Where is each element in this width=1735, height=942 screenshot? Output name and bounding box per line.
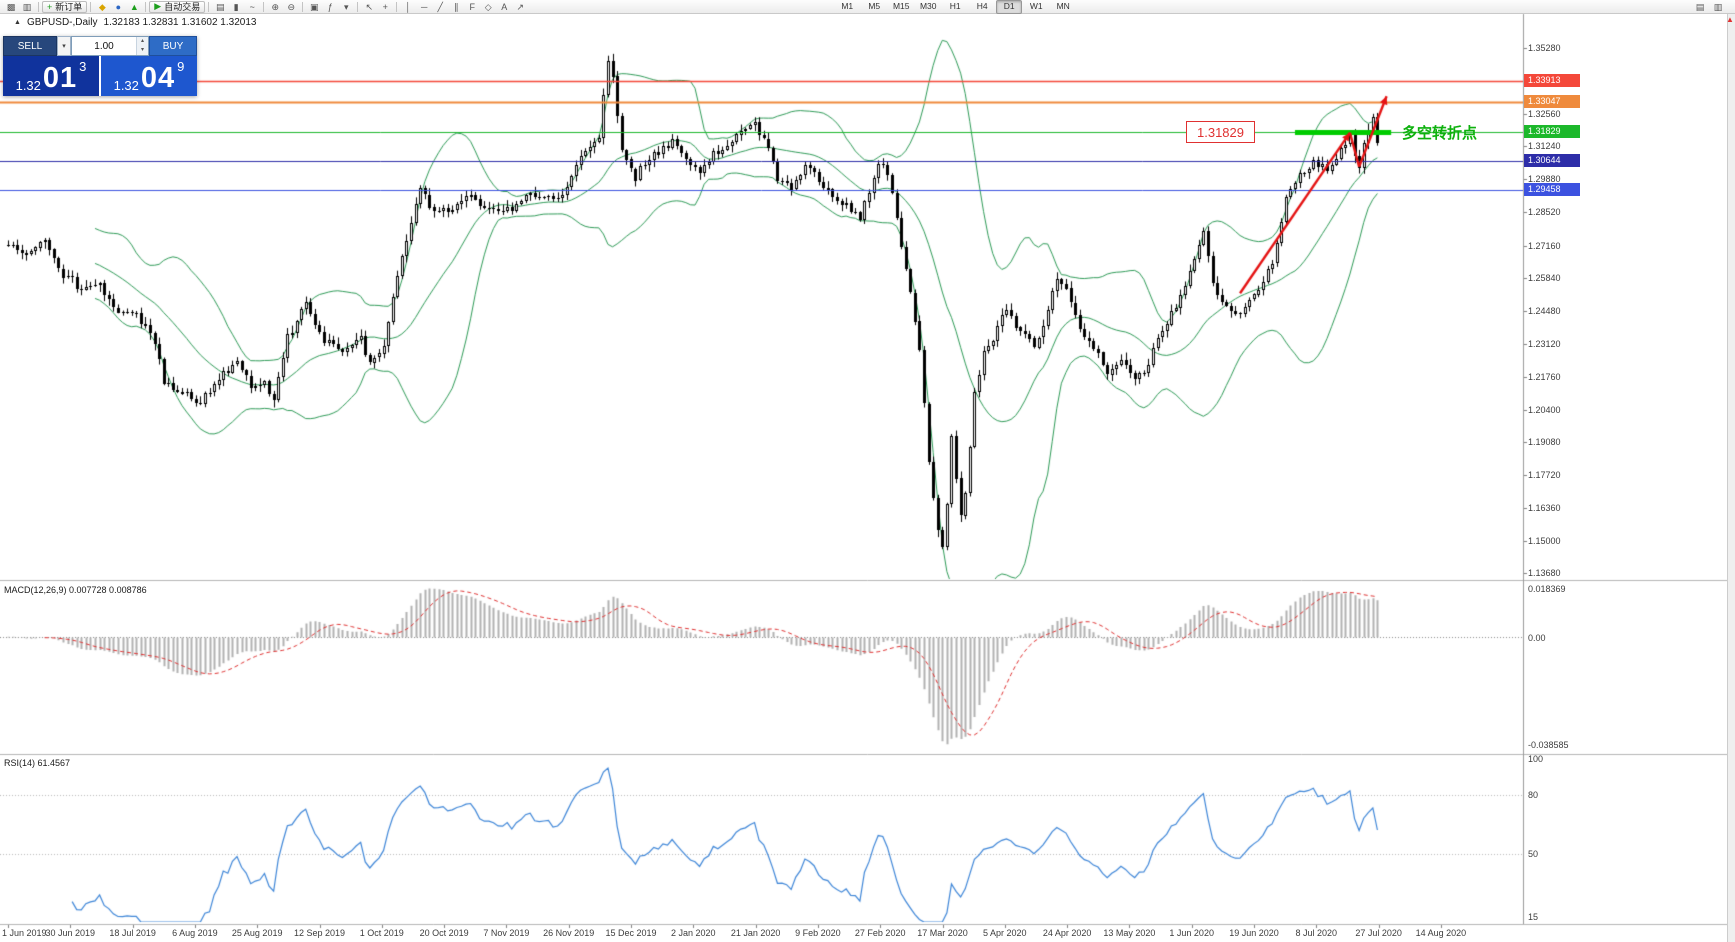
window-icon-a[interactable]: ▤	[1695, 1, 1705, 12]
sell-price-pip: 3	[79, 59, 87, 74]
data-window-icon[interactable]: ●	[115, 1, 121, 12]
timeframe-button-MN[interactable]: MN	[1056, 0, 1070, 11]
one-click-trading-panel: SELL ▾ 1.00 ▴ ▾ BUY 1.32 01 3 1.32 04 9	[3, 36, 197, 96]
price-axis[interactable]	[1524, 14, 1727, 924]
price-level-text-object[interactable]: 1.31829	[1186, 121, 1255, 143]
pivot-point-text-object[interactable]: 多空转折点	[1402, 125, 1478, 142]
trade-panel-prices: 1.32 01 3 1.32 04 9	[3, 56, 197, 96]
volume-decrease-button[interactable]: ▾	[137, 46, 148, 55]
timeframe-button-H1[interactable]: H1	[949, 0, 961, 11]
navigator-icon[interactable]: ▲	[129, 1, 139, 12]
chart-title: ▲ GBPUSD-,Daily 1.32183 1.32831 1.31602 …	[14, 17, 256, 28]
timeframe-button-M15[interactable]: M15	[892, 0, 910, 11]
market-watch-icon[interactable]: ◆	[98, 1, 106, 12]
arrow-tool-icon[interactable]: ↗	[516, 1, 524, 12]
buy-price-display[interactable]: 1.32 04 9	[101, 56, 197, 96]
toolbar-separator	[263, 1, 265, 12]
window-icon-b[interactable]: ▥	[1713, 1, 1723, 12]
auto-trading-label: 自动交易	[164, 2, 201, 12]
timeframe-button-W1[interactable]: W1	[1029, 0, 1043, 11]
toolbar-separator	[208, 1, 210, 12]
timeframe-button-H4[interactable]: H4	[976, 0, 988, 11]
sell-price-display[interactable]: 1.32 01 3	[3, 56, 99, 96]
indicators-dropdown-icon[interactable]: ▾	[343, 1, 349, 12]
volume-spinner: ▴ ▾	[136, 37, 148, 55]
zoom-in-icon[interactable]: ⊕	[271, 1, 279, 12]
chart-ohlc-values: 1.32183 1.32831 1.31602 1.32013	[103, 17, 257, 28]
timeframe-button-D1[interactable]: D1	[996, 0, 1023, 14]
trendline-tool-icon[interactable]: ╱	[437, 1, 443, 12]
new-order-label: 新订单	[55, 2, 83, 12]
volume-value: 1.00	[94, 40, 114, 52]
toolbar-separator	[38, 1, 39, 12]
rsi-indicator-label: RSI(14) 61.4567	[4, 758, 71, 768]
sell-price-big-digits: 01	[42, 62, 78, 94]
text-tool-icon[interactable]: A	[501, 1, 508, 12]
order-ticket-icon: +	[47, 1, 53, 12]
order-type-dropdown[interactable]: ▾	[57, 36, 71, 56]
toolbar-separator	[145, 1, 147, 12]
buy-price-prefix: 1.32	[113, 78, 139, 93]
auto-trading-button[interactable]: ▶ 自动交易	[149, 0, 206, 13]
cursor-icon[interactable]: ↖	[365, 1, 373, 12]
toolbar-right-icons: ▤ ▥	[1692, 1, 1726, 13]
line-chart-icon[interactable]: ~	[249, 1, 255, 12]
candlestick-chart-icon[interactable]: ▮	[233, 1, 239, 12]
volume-field[interactable]: 1.00 ▴ ▾	[71, 36, 149, 56]
channel-tool-icon[interactable]: ∥	[453, 1, 459, 12]
buy-price-big-digits: 04	[140, 62, 176, 94]
time-axis[interactable]	[0, 925, 1523, 942]
trade-panel-controls: SELL ▾ 1.00 ▴ ▾ BUY	[3, 36, 197, 56]
new-order-button[interactable]: + 新订单	[42, 0, 88, 13]
chart-title-marker-icon: ▲	[14, 19, 21, 26]
toolbar-separator	[90, 1, 92, 12]
timeframe-button-M30[interactable]: M30	[919, 0, 937, 11]
new-chart-icon[interactable]: ▩	[6, 1, 16, 12]
chevron-down-icon: ▾	[62, 43, 66, 50]
toolbar-separator	[302, 1, 304, 12]
vertical-scrollbar[interactable]	[1727, 14, 1735, 942]
buy-button[interactable]: BUY	[149, 36, 197, 56]
fibonacci-tool-icon[interactable]: F	[469, 1, 475, 12]
indicators-icon[interactable]: ƒ	[327, 1, 333, 12]
macd-indicator-label: MACD(12,26,9) 0.007728 0.008786	[4, 585, 147, 595]
zoom-out-icon[interactable]: ⊖	[287, 1, 295, 12]
volume-increase-button[interactable]: ▴	[137, 37, 148, 46]
toolbar-separator	[357, 1, 359, 12]
toolbar-separator	[396, 1, 398, 12]
buy-price-pip: 9	[177, 59, 185, 74]
timeframe-button-M5[interactable]: M5	[868, 0, 881, 11]
tile-windows-icon[interactable]: ▣	[309, 1, 319, 12]
bar-chart-icon[interactable]: ▤	[215, 1, 225, 12]
main-toolbar: ▩ ▥ + 新订单 ◆ ● ▲ ▶ 自动交易 ▤ ▮ ~ ⊕ ⊖ ▣ ƒ ▾ ↖…	[0, 0, 1735, 14]
autoplay-icon: ▶	[154, 1, 162, 11]
sell-button[interactable]: SELL	[3, 36, 57, 56]
crosshair-icon[interactable]: +	[382, 1, 388, 12]
profiles-icon[interactable]: ▥	[22, 1, 32, 12]
sell-price-prefix: 1.32	[15, 78, 41, 93]
timeframe-button-M1[interactable]: M1	[841, 0, 854, 11]
horizontal-line-tool-icon[interactable]: ─	[421, 1, 428, 12]
vertical-line-tool-icon[interactable]: │	[405, 1, 412, 12]
shapes-tool-icon[interactable]: ◇	[484, 1, 492, 12]
timeframe-button-group: M1 M5 M15 M30 H1 H4 D1 W1 MN	[834, 0, 1076, 14]
chart-symbol-period: GBPUSD-,Daily	[26, 17, 98, 28]
scroll-up-arrow-icon[interactable]: ▲	[1726, 15, 1734, 24]
